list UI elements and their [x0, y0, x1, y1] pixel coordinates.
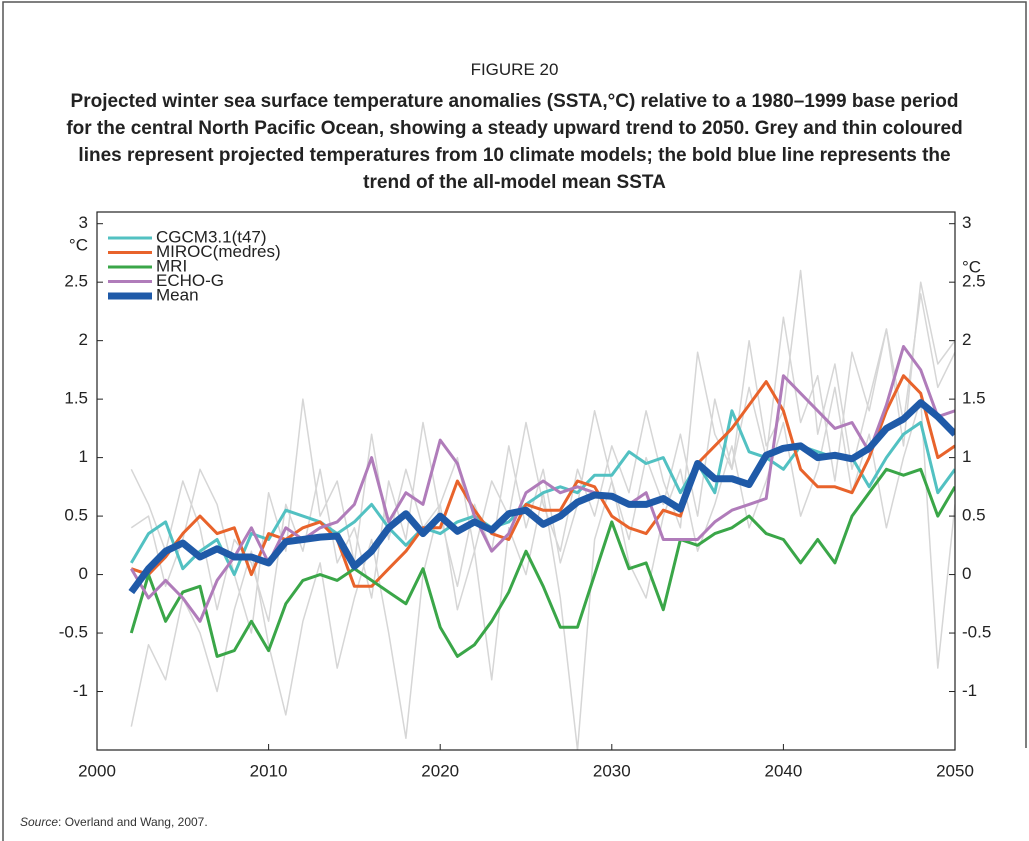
legend-label: MIROC(medres): [156, 242, 281, 261]
x-tick-label: 2010: [250, 761, 288, 780]
x-tick-label: 2050: [936, 761, 974, 780]
y-tick-label: 0.5: [64, 506, 88, 525]
model-line: [128, 399, 955, 595]
figure-label: FIGURE 20: [470, 60, 559, 79]
y-tick-label: -1: [73, 681, 88, 700]
grey-model-line: [130, 269, 955, 623]
model-line: [129, 467, 955, 658]
y-tick-label: 0: [79, 564, 88, 583]
y2-tick-label: 0: [962, 564, 971, 583]
y2-tick-label: 3: [962, 213, 971, 232]
y-tick-label: 2: [79, 330, 88, 349]
source-text: : Overland and Wang, 2007.: [58, 815, 208, 829]
y-tick-label: -0.5: [59, 623, 88, 642]
chart-title: Projected winter sea surface temperature…: [66, 91, 963, 193]
y2-tick-label: 1.5: [962, 389, 986, 408]
model-line: [130, 409, 955, 577]
grey-model-line: [130, 281, 955, 634]
y2-tick-label: 2.5: [962, 272, 986, 291]
y2-tick-label: 1: [962, 447, 971, 466]
legend-label: Mean: [156, 285, 199, 304]
legend-label: MRI: [156, 256, 187, 275]
legend-label: ECHO-G: [156, 271, 224, 290]
y2-tick-label: -1: [962, 681, 977, 700]
source-label: Source: [20, 815, 59, 829]
y-tick-label: 1.5: [64, 389, 88, 408]
plot-lines: [128, 269, 955, 750]
x-tick-label: 2030: [593, 761, 631, 780]
source-note: Source: Overland and Wang, 2007.: [20, 815, 208, 829]
x-tick-label: 2020: [421, 761, 459, 780]
x-tick-label: 2040: [764, 761, 802, 780]
y2-unit: °C: [962, 257, 981, 276]
y2-tick-label: -0.5: [962, 623, 991, 642]
plot-frame: [96, 211, 956, 751]
y-unit: °C: [69, 235, 88, 254]
y-tick-label: 2.5: [64, 272, 88, 291]
y2-tick-label: 2: [962, 330, 971, 349]
y-tick-label: 3: [79, 213, 88, 232]
model-line: [130, 345, 955, 623]
y-tick-label: 1: [79, 447, 88, 466]
y2-tick-label: 0.5: [962, 506, 986, 525]
x-tick-label: 2000: [78, 761, 116, 780]
legend-label: CGCM3.1(t47): [156, 227, 267, 246]
model-line: [130, 374, 955, 588]
